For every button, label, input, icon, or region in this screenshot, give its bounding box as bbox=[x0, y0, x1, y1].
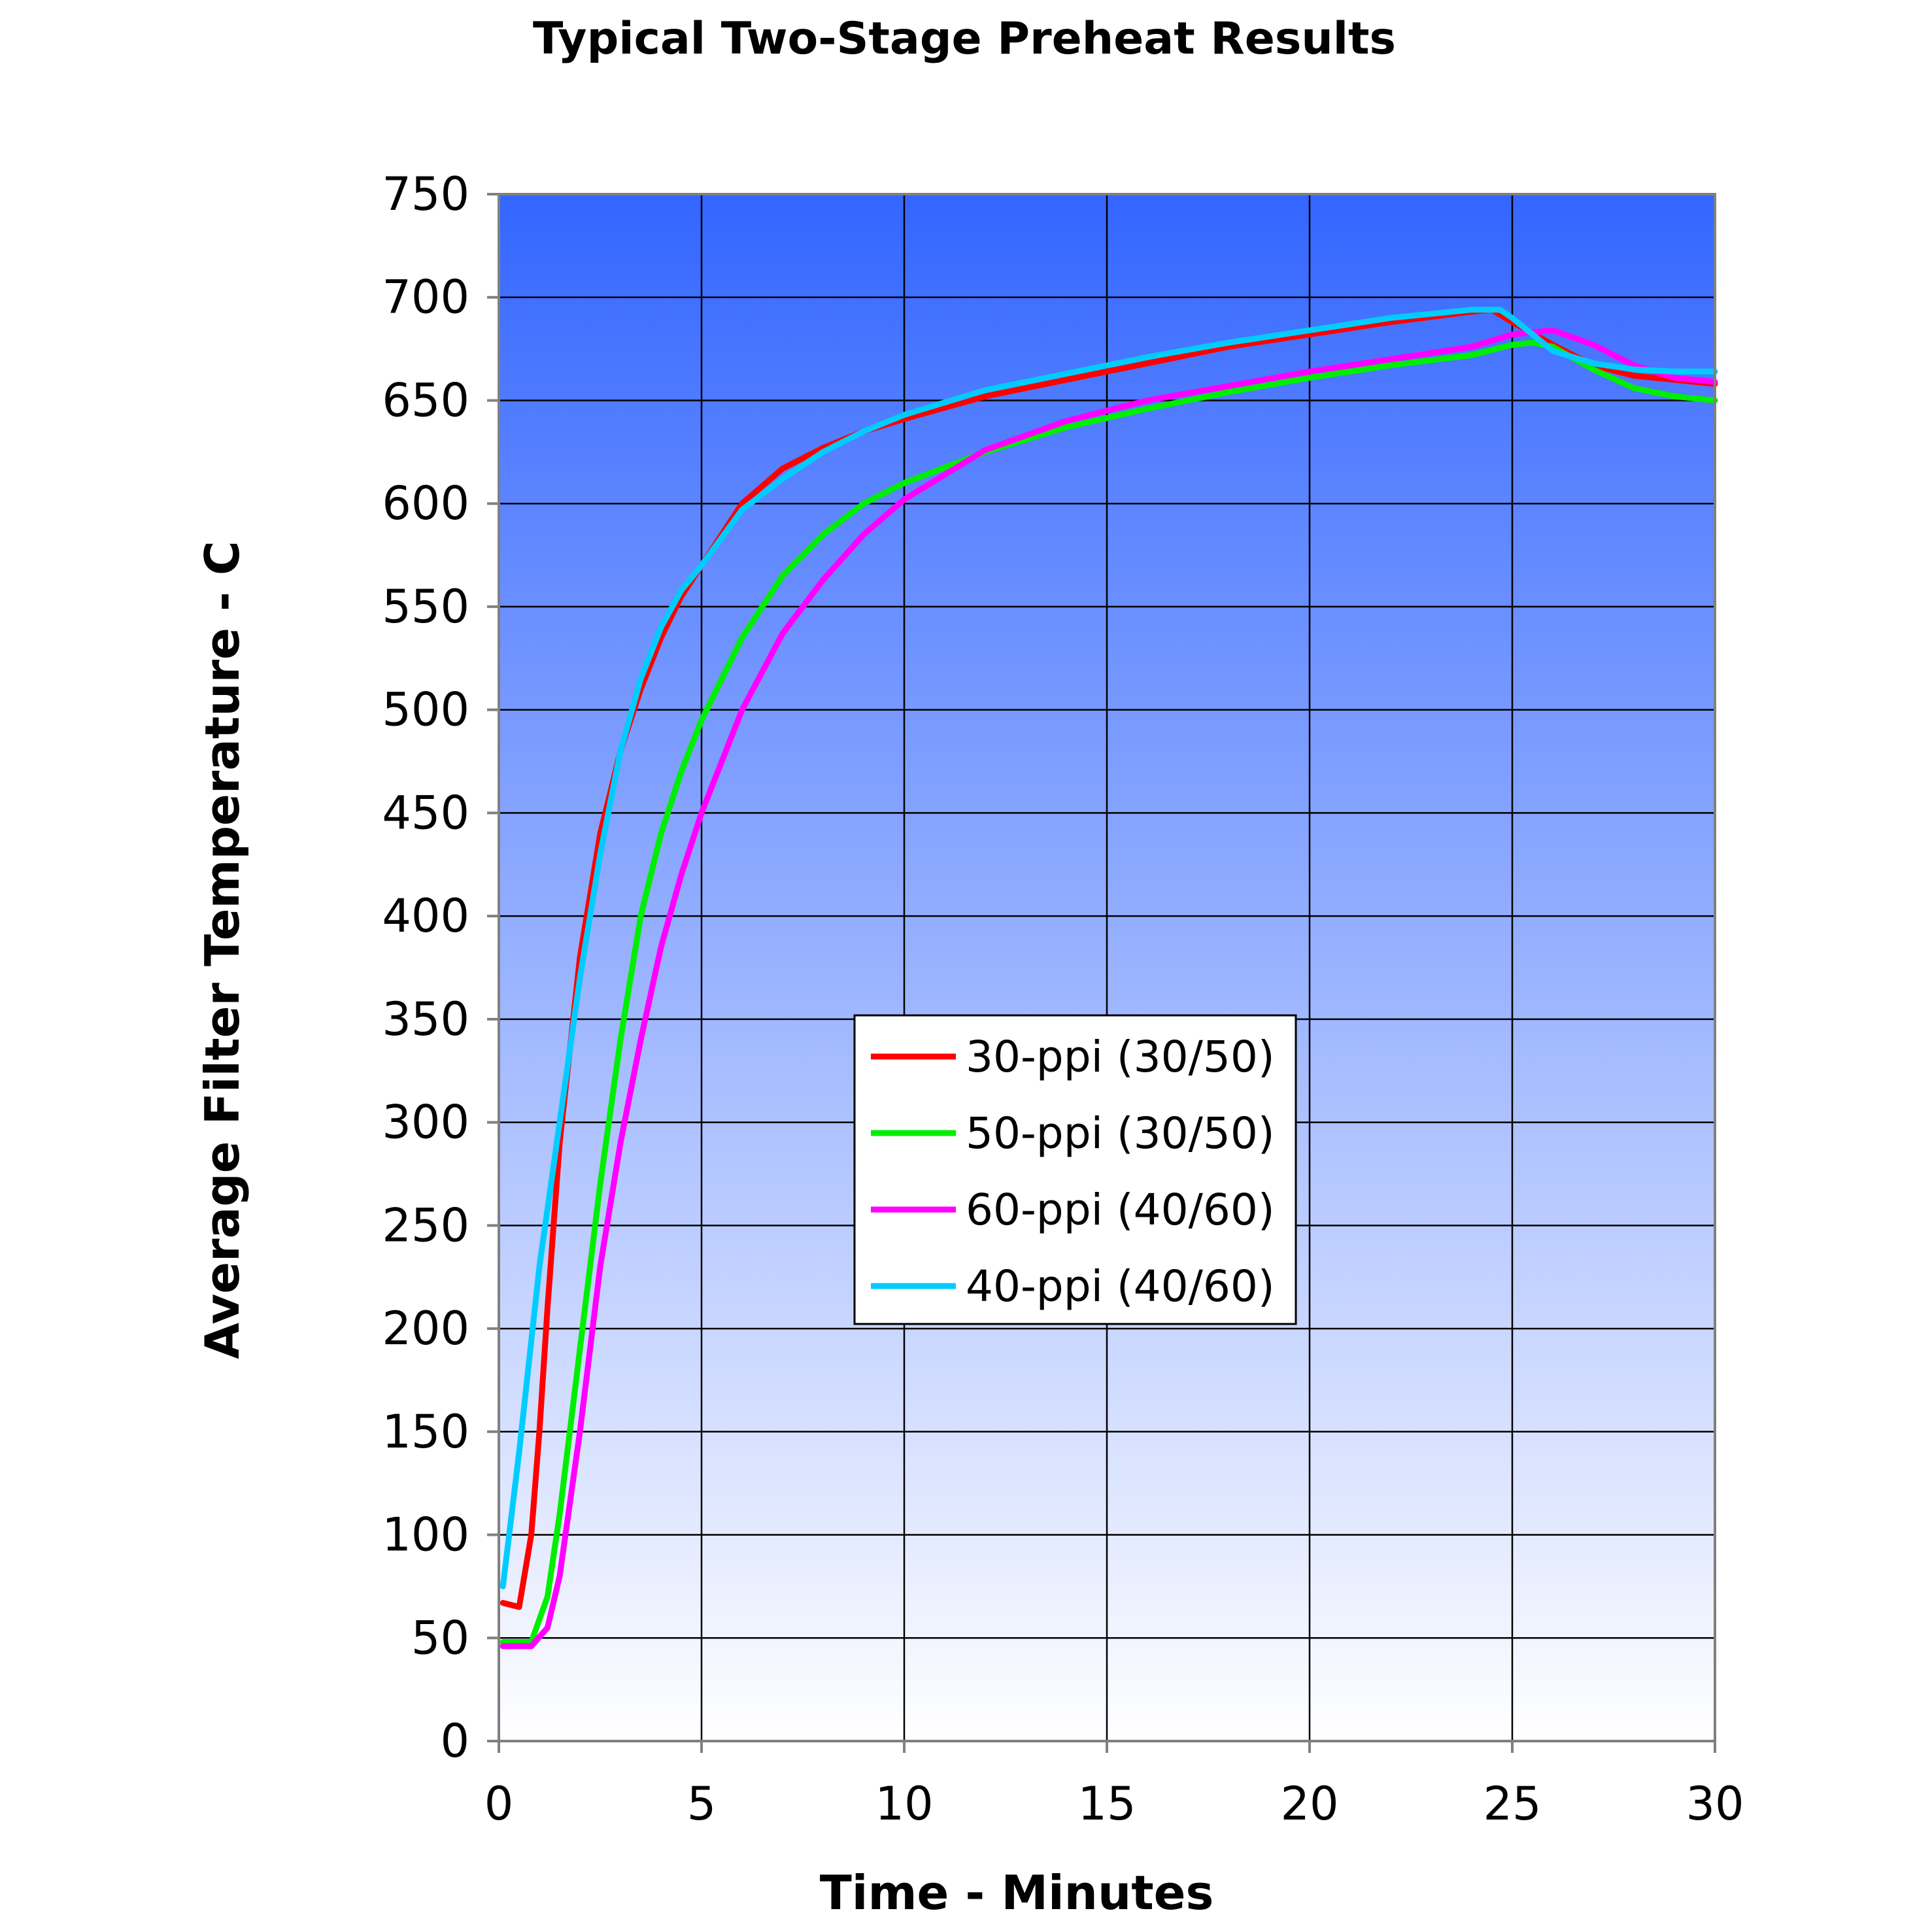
series-lines bbox=[500, 307, 1718, 1650]
y-axis-title: Average Filter Temperature - C bbox=[195, 541, 250, 1359]
x-axis-title: Time - Minutes bbox=[820, 1865, 1214, 1920]
y-tick-label: 150 bbox=[382, 1405, 469, 1459]
x-tick-label: 25 bbox=[1483, 1777, 1541, 1831]
series-line-3 bbox=[500, 327, 1718, 1650]
series-line-2 bbox=[500, 339, 1718, 1646]
y-tick-label: 650 bbox=[382, 373, 469, 427]
y-tick-label: 300 bbox=[382, 1096, 469, 1149]
y-tick-label: 450 bbox=[382, 786, 469, 839]
y-tick-label: 0 bbox=[440, 1714, 469, 1768]
y-tick-label: 750 bbox=[382, 167, 469, 221]
y-tick-label: 350 bbox=[382, 992, 469, 1046]
x-tick-label: 15 bbox=[1077, 1777, 1136, 1831]
x-tick-label: 10 bbox=[875, 1777, 933, 1831]
x-tick-label: 30 bbox=[1686, 1777, 1744, 1831]
chart-title: Typical Two-Stage Preheat Results bbox=[533, 13, 1396, 65]
legend-label-4: 40-ppi (40/60) bbox=[966, 1261, 1275, 1312]
y-tick-label: 700 bbox=[382, 271, 469, 324]
legend-label-2: 50-ppi (30/50) bbox=[966, 1108, 1275, 1159]
y-tick-label: 50 bbox=[411, 1611, 469, 1665]
legend: 30-ppi (30/50) 50-ppi (30/50) 60-ppi (40/6… bbox=[853, 1014, 1297, 1325]
y-tick-label: 250 bbox=[382, 1198, 469, 1252]
y-tick-label: 550 bbox=[382, 580, 469, 634]
x-axis: 0 5 10 15 20 25 30 bbox=[484, 1740, 1744, 1831]
y-tick-label: 200 bbox=[382, 1302, 469, 1355]
y-tick-label: 400 bbox=[382, 889, 469, 943]
y-tick-label: 500 bbox=[382, 683, 469, 737]
y-tick-label: 100 bbox=[382, 1508, 469, 1562]
x-tick-label: 5 bbox=[687, 1777, 717, 1831]
x-tick-label: 20 bbox=[1280, 1777, 1338, 1831]
y-tick-label: 600 bbox=[382, 477, 469, 530]
legend-label-1: 30-ppi (30/50) bbox=[966, 1032, 1275, 1082]
legend-label-3: 60-ppi (40/60) bbox=[966, 1185, 1275, 1235]
legend-box bbox=[853, 1014, 1297, 1325]
y-axis: 0 50 100 150 200 250 300 350 400 450 500 550 600 650 7… bbox=[382, 167, 500, 1768]
x-tick-label: 0 bbox=[484, 1777, 514, 1831]
series-line-4 bbox=[500, 307, 1718, 1589]
